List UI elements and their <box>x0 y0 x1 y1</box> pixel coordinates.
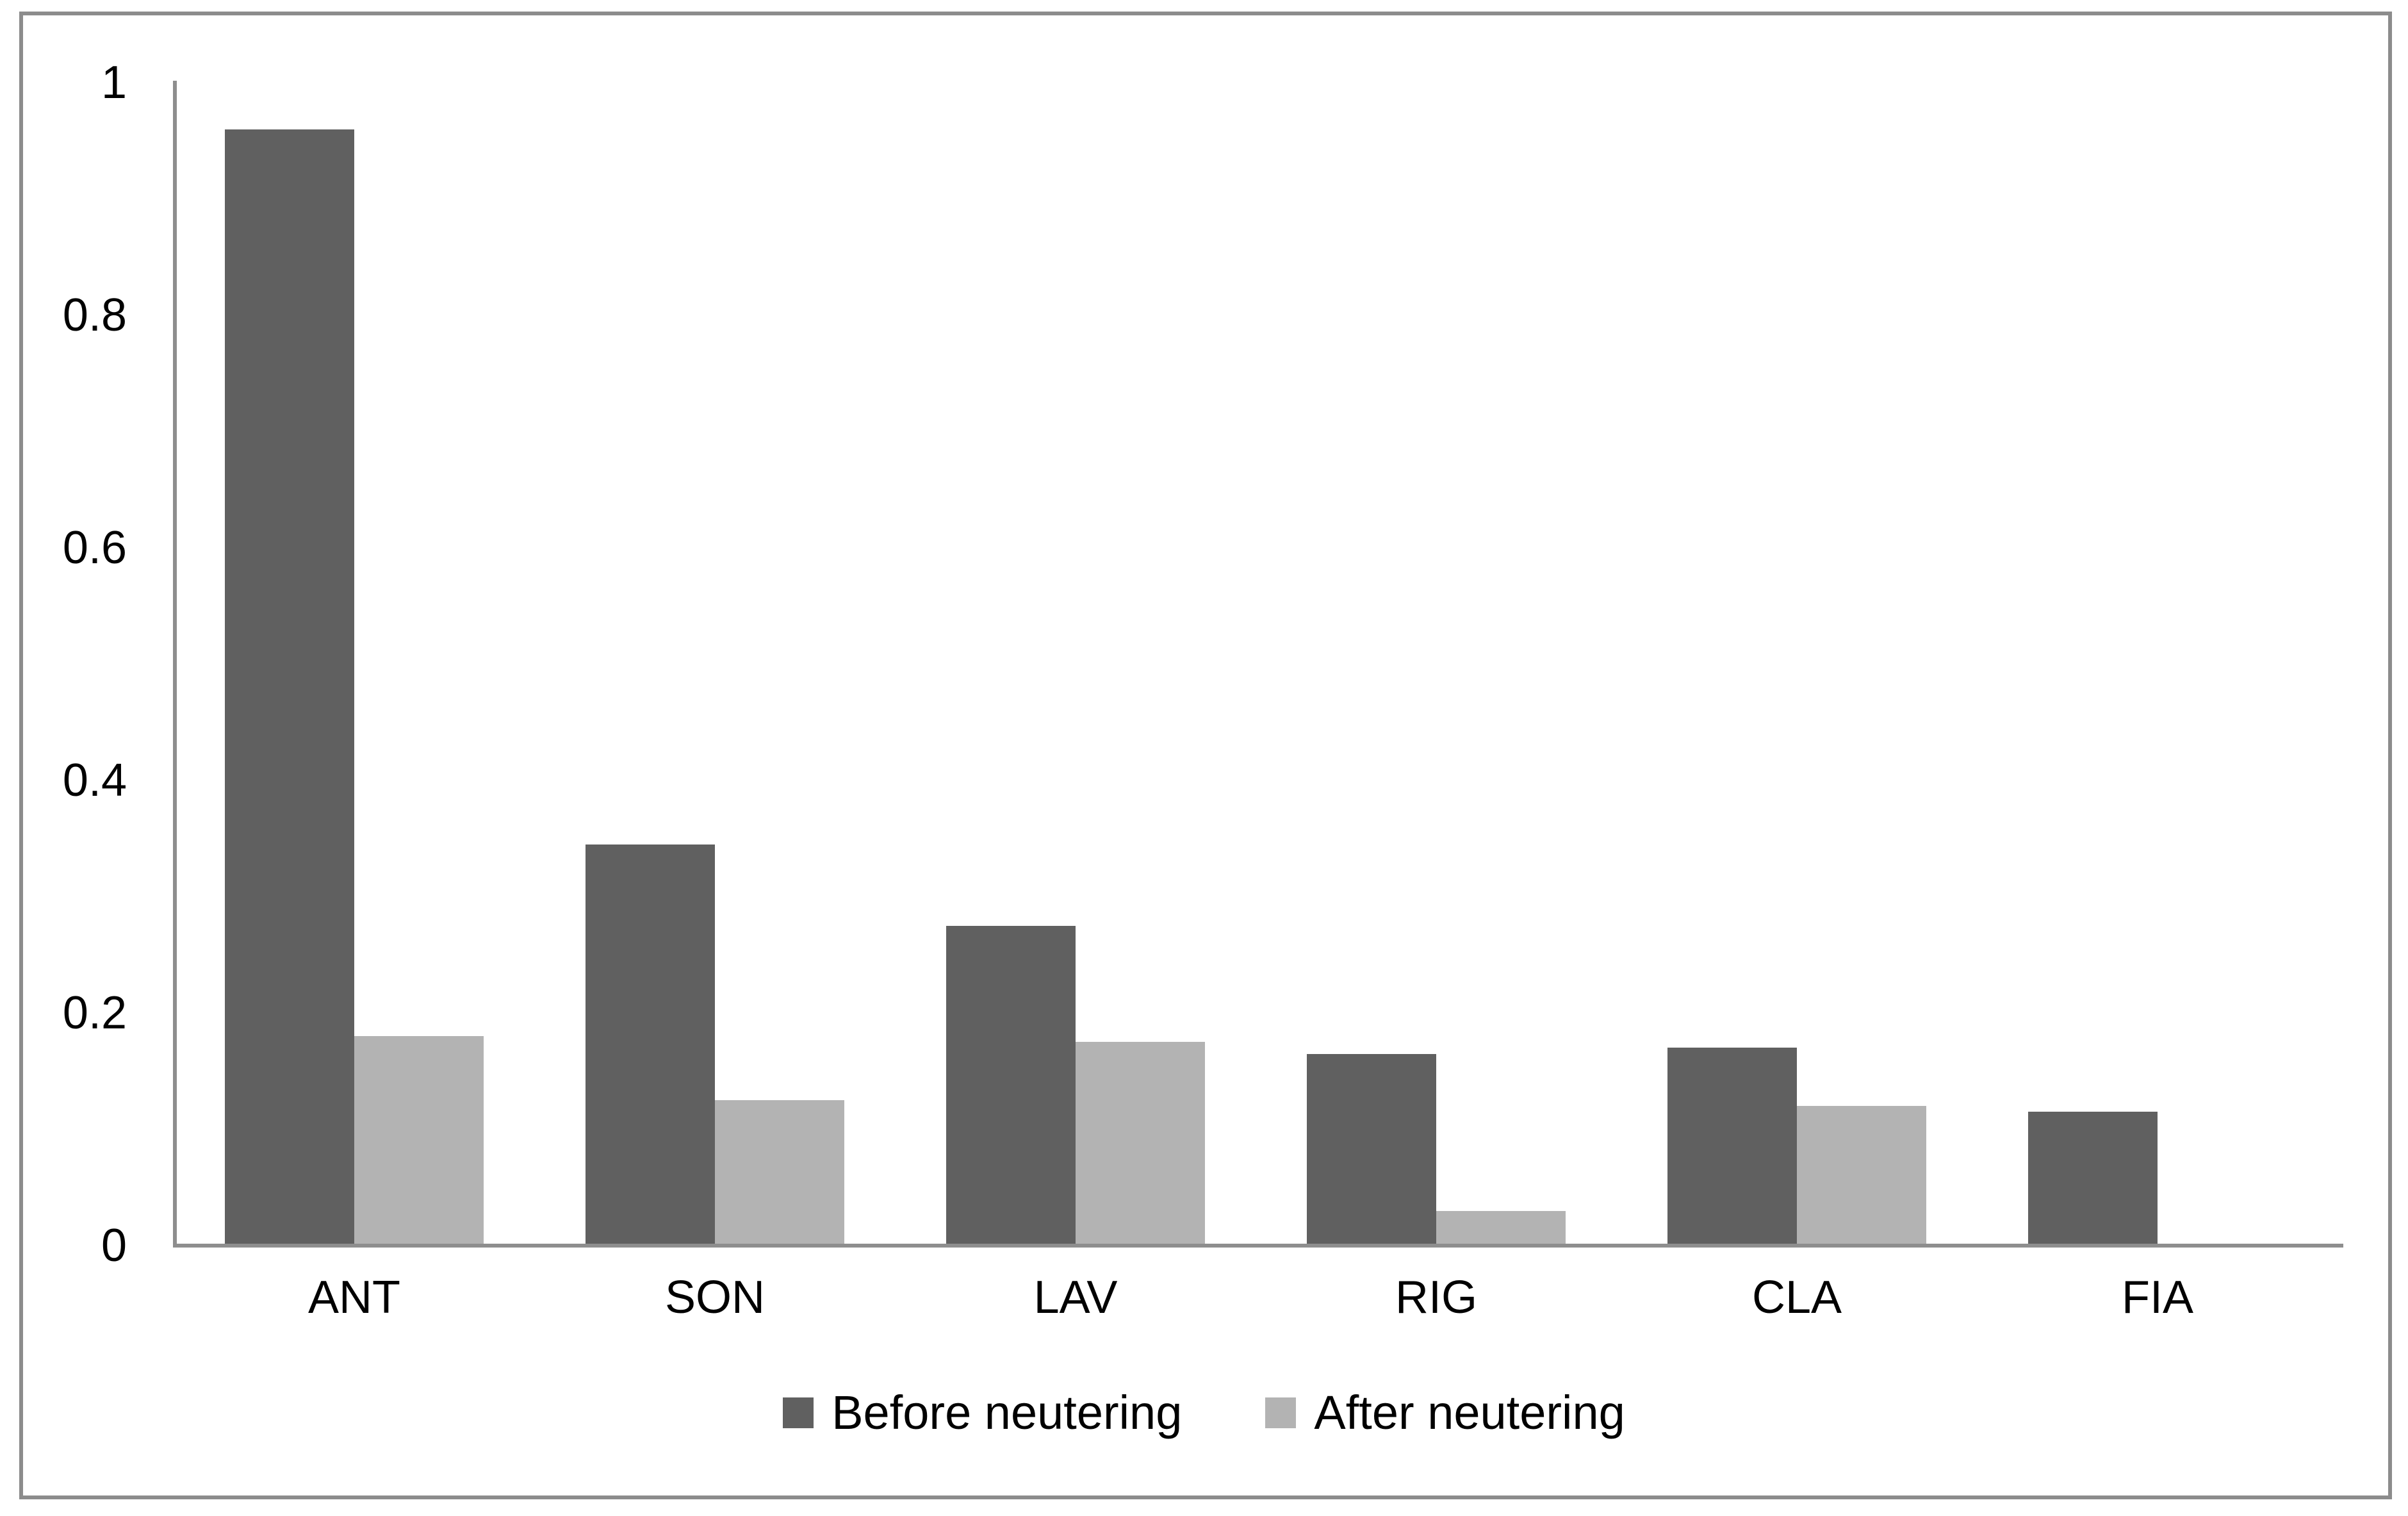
category-label-fia: FIA <box>2121 1272 2193 1323</box>
category-label-rig: RIG <box>1395 1272 1477 1323</box>
bar-after-ant <box>354 1036 484 1246</box>
legend-swatch-before-neutering <box>783 1397 814 1428</box>
y-tick-label-0_6: 0.6 <box>62 522 127 573</box>
bar-before-rig <box>1307 1054 1436 1246</box>
bar-before-cla <box>1667 1048 1797 1246</box>
y-tick-label-1: 1 <box>101 57 127 108</box>
bar-after-lav <box>1076 1042 1205 1246</box>
legend-label: Before neutering <box>831 1386 1183 1439</box>
figure-border <box>19 12 2392 1499</box>
y-tick-label-0_4: 0.4 <box>62 755 127 806</box>
legend-item-before-neutering: Before neutering <box>783 1381 1182 1445</box>
y-axis-line <box>173 81 177 1246</box>
category-label-lav: LAV <box>1033 1272 1118 1323</box>
legend-item-after-neutering: After neutering <box>1265 1381 1625 1445</box>
category-label-cla: CLA <box>1751 1272 1842 1323</box>
bar-before-fia <box>2028 1112 2158 1246</box>
bar-after-rig <box>1436 1211 1566 1246</box>
category-label-ant: ANT <box>308 1272 400 1323</box>
legend-swatch-after-neutering <box>1265 1397 1297 1428</box>
bar-before-ant <box>225 129 354 1246</box>
x-axis-line <box>173 1244 2343 1248</box>
y-tick-label-0_2: 0.2 <box>62 987 127 1039</box>
bar-after-cla <box>1797 1106 1926 1246</box>
category-label-son: SON <box>664 1272 766 1323</box>
legend-label: After neutering <box>1314 1386 1625 1439</box>
y-tick-label-0_8: 0.8 <box>62 290 127 341</box>
bar-before-lav <box>946 926 1076 1246</box>
legend: Before neutering After neutering <box>0 1381 2408 1445</box>
bar-before-son <box>586 845 715 1246</box>
y-tick-label-0: 0 <box>101 1220 127 1271</box>
bar-after-son <box>715 1100 844 1246</box>
